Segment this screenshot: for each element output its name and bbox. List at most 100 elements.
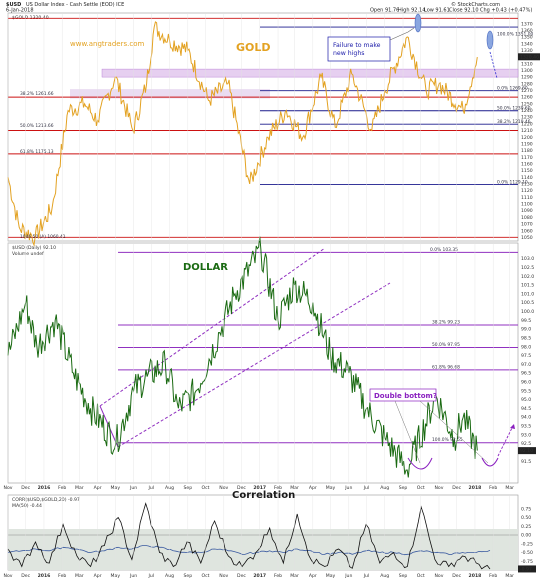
corr-ytick: -0.50 <box>521 550 533 556</box>
dollar-title: DOLLAR <box>183 262 228 273</box>
corr-ytick: 0.75 <box>521 506 531 512</box>
dollar-xtick: Aug <box>380 485 389 491</box>
failure-callout-line-1: Failure to make <box>333 42 381 49</box>
dollar-fib-label: 0.0% 103.35 <box>430 247 458 253</box>
dollar-xtick: Aug <box>165 485 174 491</box>
corr-xtick: Sep <box>399 573 408 579</box>
ma-legend: MA(50) -0.44 <box>12 503 42 509</box>
dollar-ytick: 97.5 <box>521 353 531 359</box>
gold-ytick: 1210 <box>521 128 533 134</box>
corr-ytick: 0.50 <box>521 515 531 521</box>
dollar-xtick: Feb <box>58 485 66 491</box>
dollar-ytick: 101.5 <box>521 283 534 289</box>
dollar-xtick: 2016 <box>38 485 51 491</box>
corr-title: Correlation <box>232 490 295 501</box>
dollar-ytick: 98.5 <box>521 335 531 341</box>
gold-ytick: 1270 <box>521 88 533 94</box>
dollar-ytick: 103.0 <box>521 256 534 262</box>
corr-xtick: Dec <box>452 573 461 579</box>
corr-legend: CORR($USD,$GOLD,20) -0.97 <box>12 497 80 503</box>
failure-callout-box <box>327 36 391 62</box>
gold-ytick: 1130 <box>521 182 533 188</box>
dollar-ytick: 95.0 <box>521 397 531 403</box>
gold-ytick: 1170 <box>521 155 533 161</box>
gold-ytick: 1240 <box>521 108 533 114</box>
dollar-xtick: Mar <box>75 485 84 491</box>
gold-price-line <box>7 21 478 247</box>
header-date: 6-Jan-2018 <box>6 8 34 14</box>
gold-ytick: 1120 <box>521 188 533 194</box>
failure-arrow <box>389 27 415 41</box>
gold-ytick: 1260 <box>521 95 533 101</box>
gold-ytick: 1190 <box>521 141 533 147</box>
corr-xtick: Sep <box>183 573 192 579</box>
corr-xtick: Dec <box>21 573 30 579</box>
dollar-xtick: Jul <box>147 485 154 491</box>
corr-xtick: Dec <box>237 573 246 579</box>
gold-ytick: 1090 <box>521 208 533 214</box>
corr-last-value: -0.97 <box>520 567 532 573</box>
dollar-fib-label: 50.0% 97.95 <box>432 342 460 348</box>
dollar-fib-label: 38.2% 99.23 <box>432 319 460 325</box>
gold-fib-label: 38.2% 1219.46 <box>497 119 531 125</box>
dollar-xtick: Mar <box>290 485 299 491</box>
corr-xtick: 2018 <box>469 573 482 579</box>
header-description: US Dollar Index - Cash Settle (EOD) ICE <box>26 2 124 8</box>
correlation-shade <box>8 529 518 570</box>
dollar-ytick: 91.5 <box>521 459 531 465</box>
gold-ytick: 1300 <box>521 68 533 74</box>
corr-line <box>7 502 491 570</box>
header-close: Close 92.10 <box>449 8 479 14</box>
dollar-xtick: Dec <box>452 485 461 491</box>
header-source: © StockCharts.com <box>451 1 500 8</box>
gold-ytick: 1230 <box>521 115 533 121</box>
corr-last-value-box <box>518 565 536 573</box>
dollar-ytick: 94.0 <box>521 415 531 421</box>
dollar-xtick: Apr <box>94 485 102 491</box>
corr-xtick: 2017 <box>253 573 266 579</box>
failure-callout: Failure to make new highs <box>333 42 381 57</box>
dollar-fib-label: 100.0% 92.55 <box>432 437 463 443</box>
corr-xtick: Jun <box>344 573 352 579</box>
corr-xtick: Aug <box>165 573 174 579</box>
dollar-price-line <box>7 236 478 478</box>
dollar-last-value-box <box>518 447 536 455</box>
corr-xtick: May <box>326 573 336 579</box>
dollar-xtick: Jun <box>344 485 352 491</box>
gold-ytick: 1370 <box>521 21 533 27</box>
gold-ytick: 1180 <box>521 148 533 154</box>
gold-ytick: 1310 <box>521 61 533 67</box>
dollar-xtick: Oct <box>202 485 210 491</box>
corr-xtick: Mar <box>290 573 299 579</box>
gold-fib-label: 100.0% 1351.00 <box>497 31 534 37</box>
gold-ytick: 1340 <box>521 41 533 47</box>
dollar-ytick: 102.5 <box>521 265 534 271</box>
dollar-ytick: 98.0 <box>521 344 531 350</box>
corr-xtick: Apr <box>309 573 317 579</box>
gold-panel-frame <box>7 12 519 242</box>
dollar-panel-frame <box>7 242 519 484</box>
gold-high-ellipse-1 <box>414 13 422 33</box>
header-symbol: $USD <box>6 2 21 8</box>
gold-fib-label-left: 61.8% 1175.13 <box>20 149 54 155</box>
dollar-xtick: Sep <box>183 485 192 491</box>
gold-ytick: 1360 <box>521 28 533 34</box>
dollar-xtick: Jul <box>363 485 370 491</box>
double-bottom-pointer-1 <box>394 400 421 464</box>
corr-xtick: May <box>111 573 121 579</box>
gold-ytick: 1250 <box>521 101 533 107</box>
gold-ytick: 1080 <box>521 215 533 221</box>
dollar-channel-lower <box>117 282 391 448</box>
dollar-ytick: 99.5 <box>521 318 531 324</box>
failure-callout-line-2: new highs <box>333 50 364 57</box>
gold-resistance-band <box>101 68 519 78</box>
usd-legend: $USD (Daily) 92.10 <box>12 245 56 251</box>
gold-ytick: 1140 <box>521 175 533 181</box>
dollar-xtick: 2017 <box>253 485 266 491</box>
dollar-ytick: 95.5 <box>521 388 531 394</box>
dollar-xtick: Nov <box>4 485 13 491</box>
corr-ytick: -0.75 <box>521 559 533 565</box>
bottom-arc-1 <box>407 457 433 470</box>
gold-last-value-box <box>518 53 540 61</box>
gold-ytick: 1350 <box>521 35 533 41</box>
